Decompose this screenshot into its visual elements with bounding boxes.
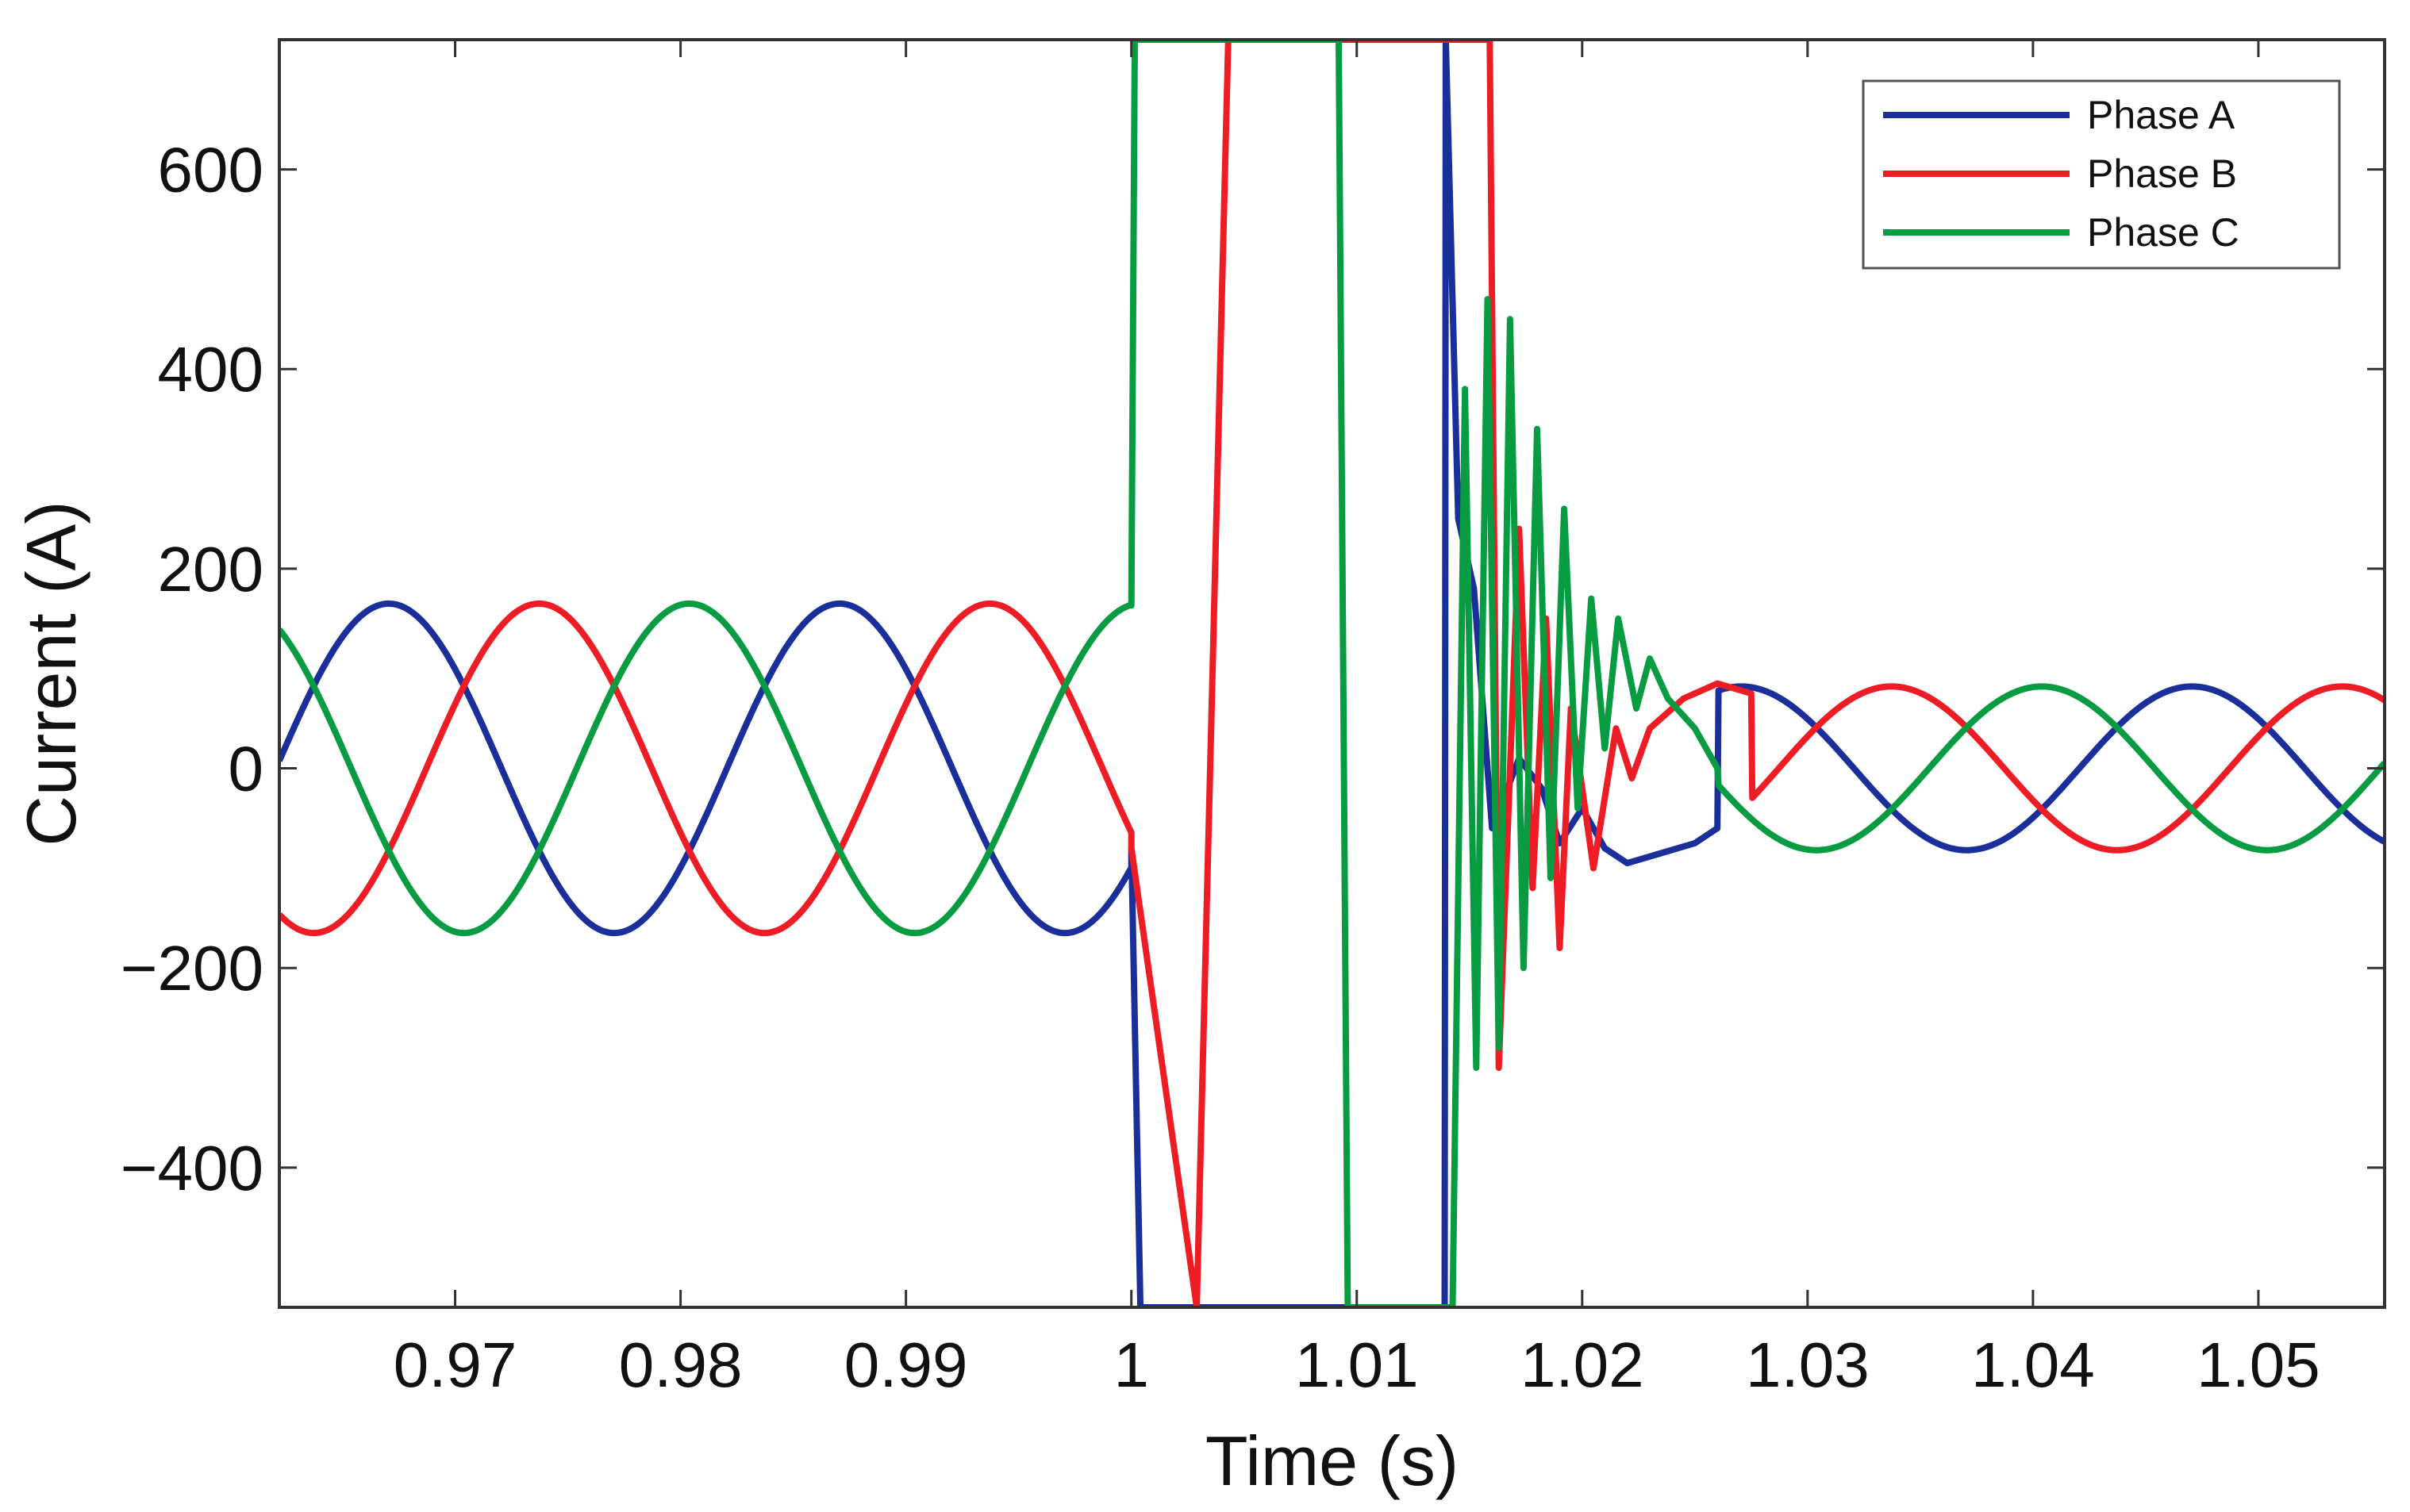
x-tick-label: 1.03 [1746, 1330, 1870, 1400]
x-tick-label: 1.05 [2197, 1330, 2320, 1400]
y-tick-label: 200 [158, 534, 263, 604]
series-line-phase-c [279, 40, 2385, 1307]
y-tick-label: 400 [158, 334, 263, 405]
legend: Phase A Phase B Phase C [1862, 79, 2341, 270]
legend-label: Phase B [2087, 152, 2237, 196]
series-layer [279, 40, 2385, 1307]
series-line-phase-a [279, 40, 2385, 1307]
series-line-phase-b [279, 40, 2385, 1307]
x-axis-label: Time (s) [1205, 1422, 1459, 1500]
x-tick-label: 1 [1113, 1330, 1149, 1400]
x-tick-label: 0.99 [844, 1330, 968, 1400]
y-tick-label: 0 [229, 734, 264, 804]
x-tick-label: 1.02 [1520, 1330, 1644, 1400]
x-tick-label: 0.98 [619, 1330, 743, 1400]
y-tick-label: −400 [121, 1133, 263, 1203]
x-tick-label: 1.04 [1971, 1330, 2095, 1400]
legend-label: Phase C [2087, 210, 2239, 255]
plot-frame [278, 38, 2386, 1309]
x-tick-label: 0.97 [394, 1330, 517, 1400]
ticks-layer: 0.97 0.98 0.99 1 1.01 1.02 1.03 1.04 1.05 −400 −20… [121, 40, 2385, 1400]
y-tick-label: 600 [158, 135, 263, 205]
y-axis-label: Current (A) [12, 501, 90, 846]
legend-label: Phase A [2087, 93, 2235, 137]
y-tick-label: −200 [121, 933, 263, 1004]
x-tick-label: 1.01 [1295, 1330, 1419, 1400]
